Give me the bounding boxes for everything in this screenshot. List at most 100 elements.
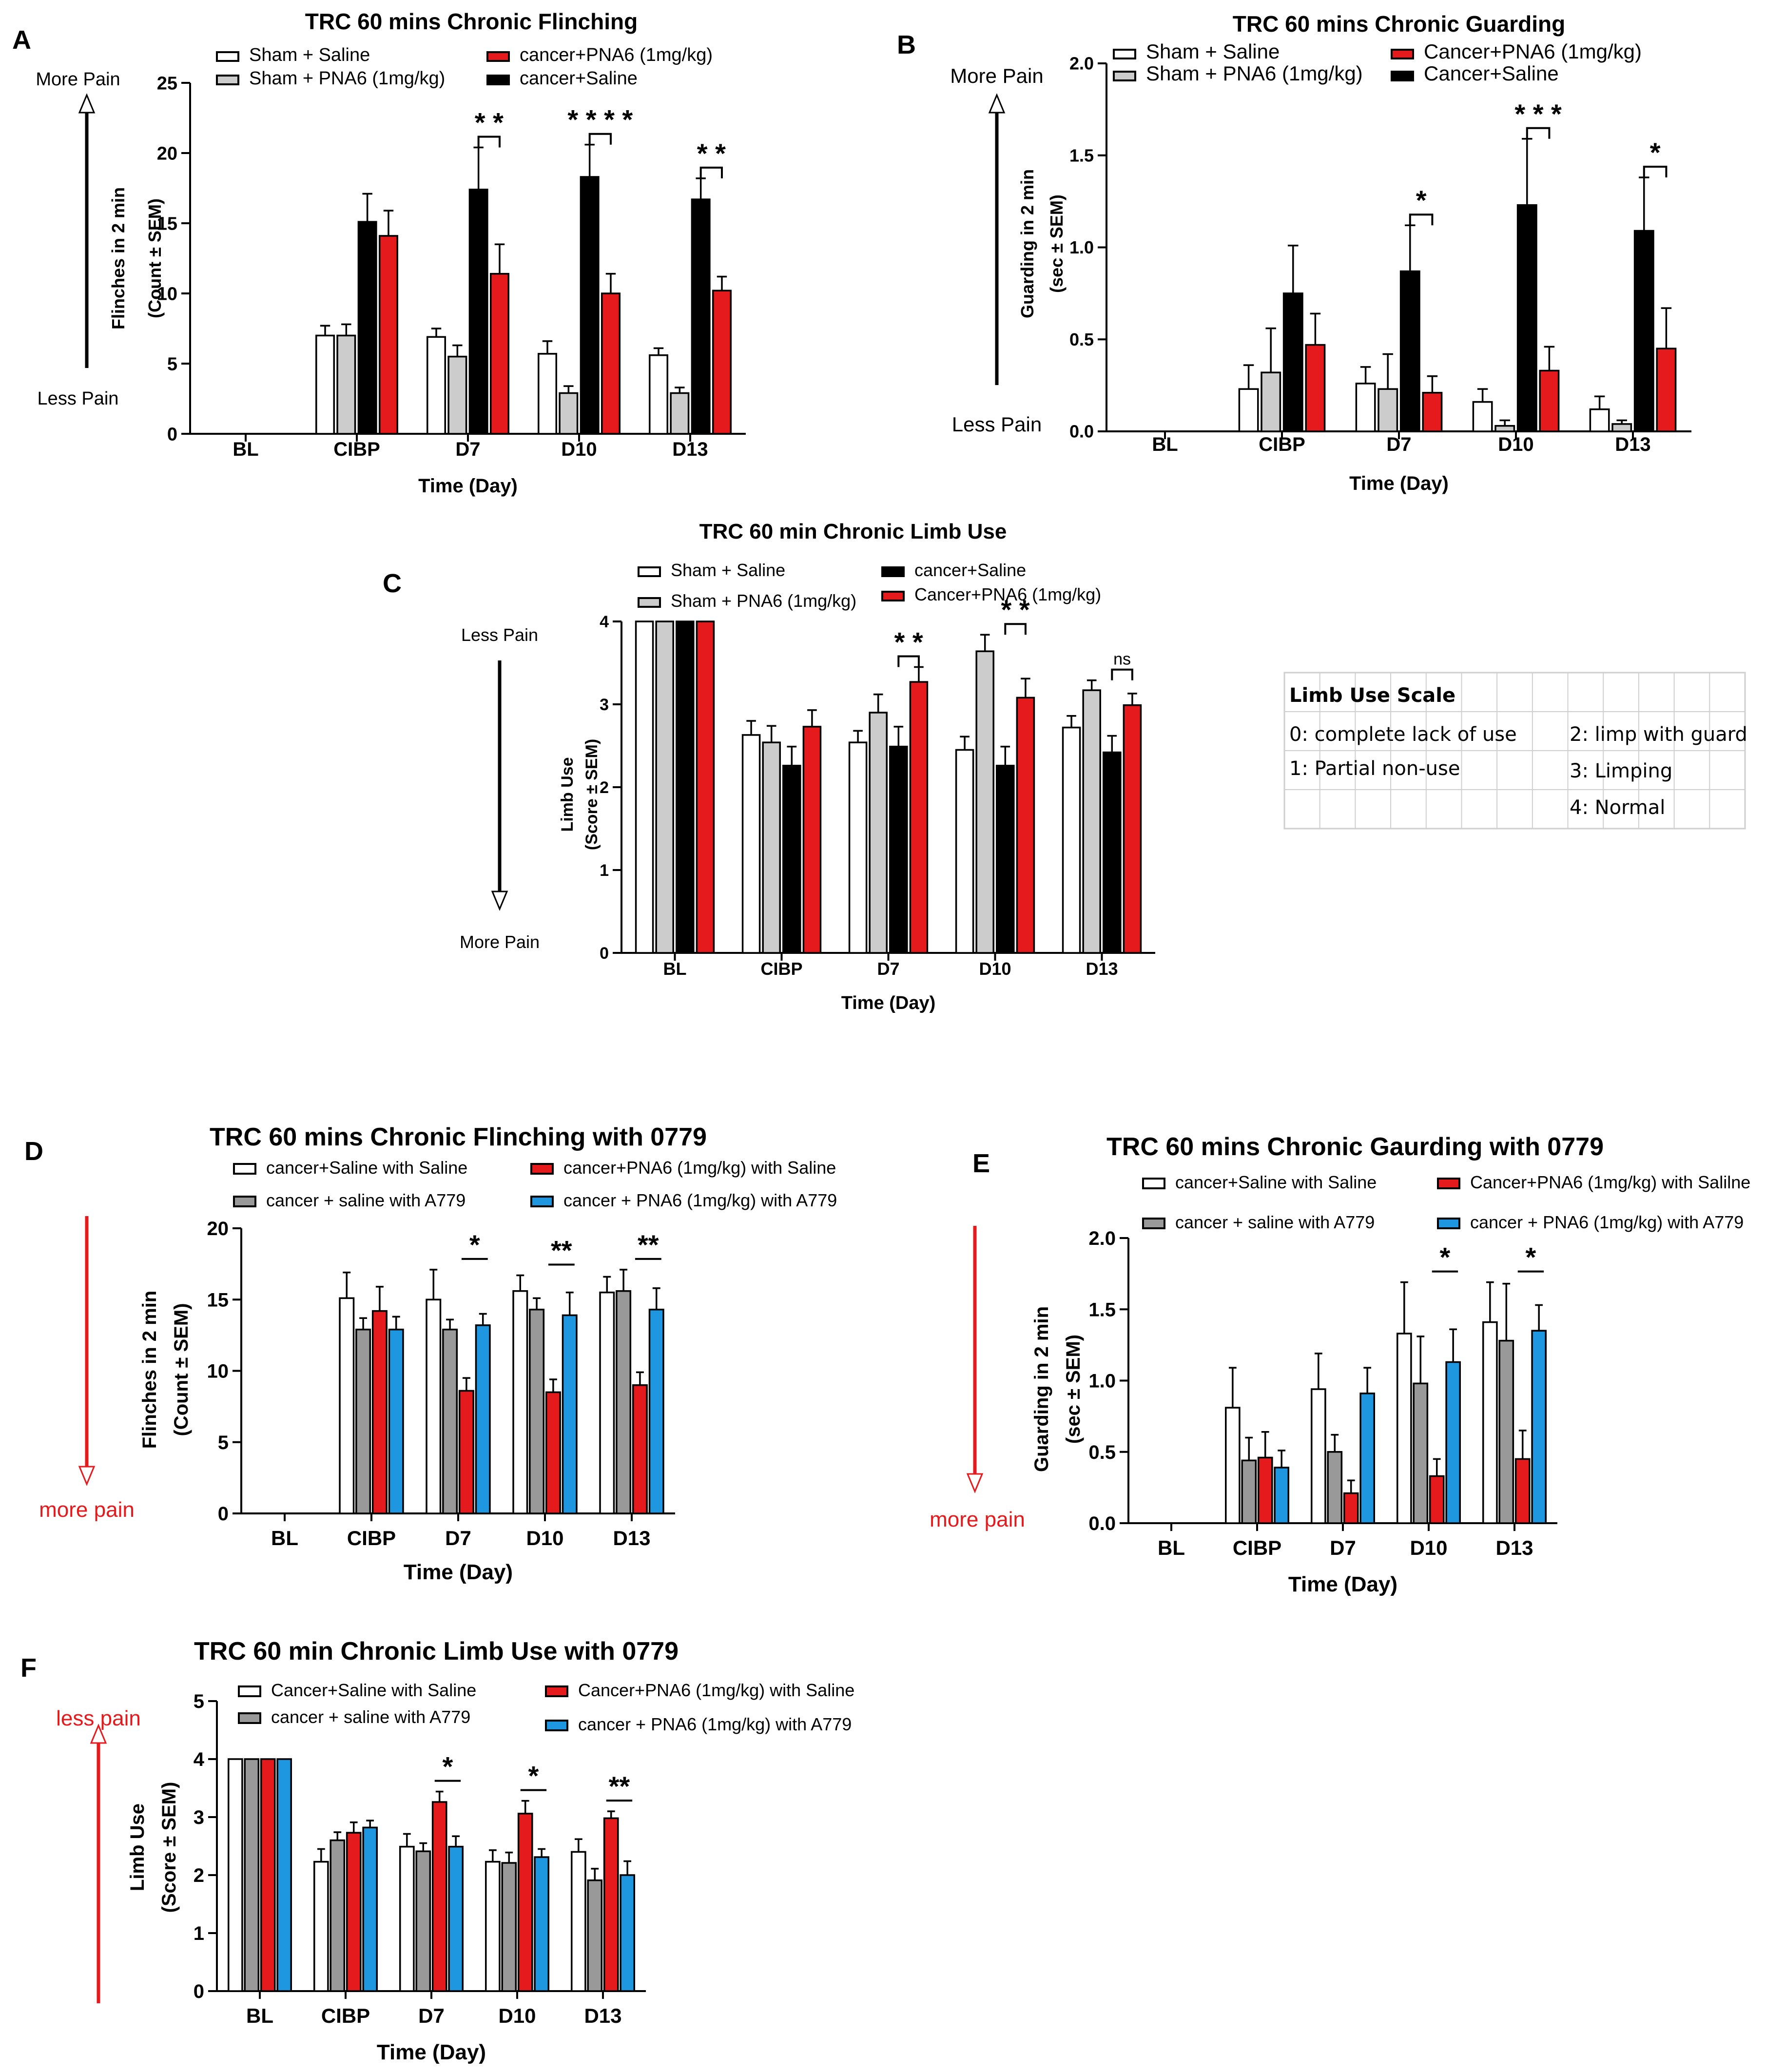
legend-swatch	[1391, 49, 1414, 59]
significance-label: *	[1440, 1242, 1451, 1273]
y-axis-label: Guarding in 2 min	[1017, 169, 1037, 318]
significance-bracket	[1409, 213, 1434, 226]
significance-label: *	[469, 1229, 480, 1260]
bar	[1429, 1475, 1445, 1524]
x-tick-label: D7	[418, 2004, 445, 2027]
bar	[649, 354, 669, 435]
x-tick-label: CIBP	[1233, 1536, 1281, 1559]
y-tick-label: 2	[600, 778, 609, 797]
bar	[244, 1758, 260, 1992]
bar	[276, 1758, 292, 1992]
x-tick-label: D7	[445, 1527, 471, 1549]
pain-label-top: More Pain	[950, 64, 1043, 87]
legend-swatch	[486, 51, 510, 62]
legend-swatch	[1113, 71, 1136, 81]
significance-bracket	[897, 655, 920, 667]
legend-swatch	[233, 1196, 256, 1207]
y-tick-label: 2.0	[1069, 54, 1094, 74]
bar	[1422, 391, 1443, 432]
significance-label: *	[1650, 137, 1661, 168]
legend-label: cancer + PNA6 (1mg/kg) with A779	[1470, 1212, 1744, 1232]
panel-letter: D	[24, 1137, 43, 1166]
y-tick-label: 1.0	[1069, 237, 1094, 257]
legend-swatch	[216, 75, 239, 85]
legend-label: cancer+Saline with Saline	[266, 1158, 467, 1178]
significance-label: * *	[894, 627, 923, 658]
legend-swatch	[1437, 1218, 1460, 1229]
y-axis-label-unit: (Count ± SEM)	[145, 198, 165, 318]
y-tick-label: 3	[600, 696, 609, 714]
legend-label: cancer+Saline with Saline	[1175, 1172, 1377, 1192]
bar	[534, 1856, 549, 1992]
chart-panel-e: E TRC 60 mins Chronic Gaurding with 0779 0…	[930, 1133, 1750, 1596]
legend-label: Sham + PNA6 (1mg/kg)	[671, 591, 856, 611]
x-tick-label: D13	[584, 2004, 621, 2027]
bar	[1062, 726, 1081, 954]
bar	[603, 1817, 619, 1992]
y-axis-label-unit: (Score ± SEM)	[158, 1782, 180, 1913]
bar	[1103, 751, 1122, 954]
bar	[330, 1839, 346, 1992]
legend-swatch	[1437, 1178, 1460, 1189]
x-tick-label: CIBP	[760, 959, 802, 979]
chart-title: TRC 60 mins Chronic Flinching with 0779	[210, 1123, 707, 1151]
bar	[1343, 1492, 1359, 1524]
bar	[431, 1801, 447, 1992]
x-tick-label: D13	[613, 1527, 650, 1549]
legend-label: Cancer+PNA6 (1mg/kg) with Salilne	[1470, 1172, 1750, 1192]
bar	[1589, 408, 1610, 432]
y-tick-label: 20	[207, 1218, 229, 1239]
significance-label: * *	[475, 107, 504, 137]
legend-swatch	[238, 1685, 261, 1697]
legend-label: Sham + Saline	[671, 560, 785, 580]
bar	[909, 681, 929, 954]
x-tick-label: D7	[1386, 434, 1411, 455]
legend-swatch	[1391, 71, 1414, 81]
x-tick-label: BL	[663, 959, 687, 979]
legend-label: Sham + Saline	[1146, 40, 1280, 63]
panel-letter: F	[20, 1653, 37, 1683]
y-tick-label: 2	[194, 1865, 204, 1886]
bar	[996, 765, 1015, 954]
y-tick-label: 15	[157, 213, 177, 234]
bar	[1274, 1467, 1289, 1524]
bar	[1311, 1388, 1326, 1524]
panel-letter: C	[383, 569, 402, 598]
bar	[485, 1860, 501, 1992]
x-axis-label: Time (Day)	[377, 2040, 486, 2064]
bar	[1378, 388, 1398, 432]
x-tick-label: D10	[561, 439, 597, 460]
legend-swatch	[545, 1685, 568, 1697]
bar	[1656, 348, 1677, 432]
significance-label: * * *	[1514, 98, 1562, 129]
bar	[889, 745, 908, 954]
x-tick-label: D10	[1498, 434, 1533, 455]
legend-label: cancer+Saline	[520, 68, 638, 89]
bar	[1257, 1456, 1273, 1524]
legend-label: Cancer+PNA6 (1mg/kg) with Saline	[578, 1680, 854, 1700]
legend-label: cancer+Saline	[914, 560, 1026, 580]
scale-item: 1: Partial non-use	[1289, 757, 1460, 780]
bar	[848, 741, 868, 954]
chart-title: TRC 60 min Chronic Limb Use	[699, 520, 1007, 543]
y-tick-label: 0.5	[1088, 1442, 1116, 1463]
limb-use-scale-table: Limb Use Scale 0: complete lack of use 1: …	[1283, 672, 1747, 830]
arrow-down-icon	[966, 1473, 984, 1493]
bar	[580, 176, 600, 435]
bar	[427, 336, 446, 435]
x-tick-label: BL	[233, 439, 258, 460]
scale-item: 2: limp with guard	[1570, 723, 1747, 746]
bar	[371, 1310, 388, 1514]
bar	[415, 1850, 431, 1992]
y-tick-label: 0.0	[1069, 422, 1094, 442]
bar	[1355, 383, 1376, 432]
chart-panel-b: B TRC 60 mins Chronic Guarding 0.0 0.5 1.0 1.…	[897, 11, 1691, 494]
y-tick-label: 1.5	[1088, 1299, 1116, 1320]
x-axis-label: Time (Day)	[404, 1560, 513, 1584]
x-tick-label: CIBP	[321, 2004, 370, 2027]
chart-title: TRC 60 mins Chronic Guarding	[1233, 11, 1565, 37]
pain-label-bottom: Less Pain	[952, 413, 1042, 436]
panel-letter: E	[972, 1149, 990, 1178]
y-tick-label: 1	[194, 1923, 204, 1944]
bar	[1305, 344, 1326, 432]
